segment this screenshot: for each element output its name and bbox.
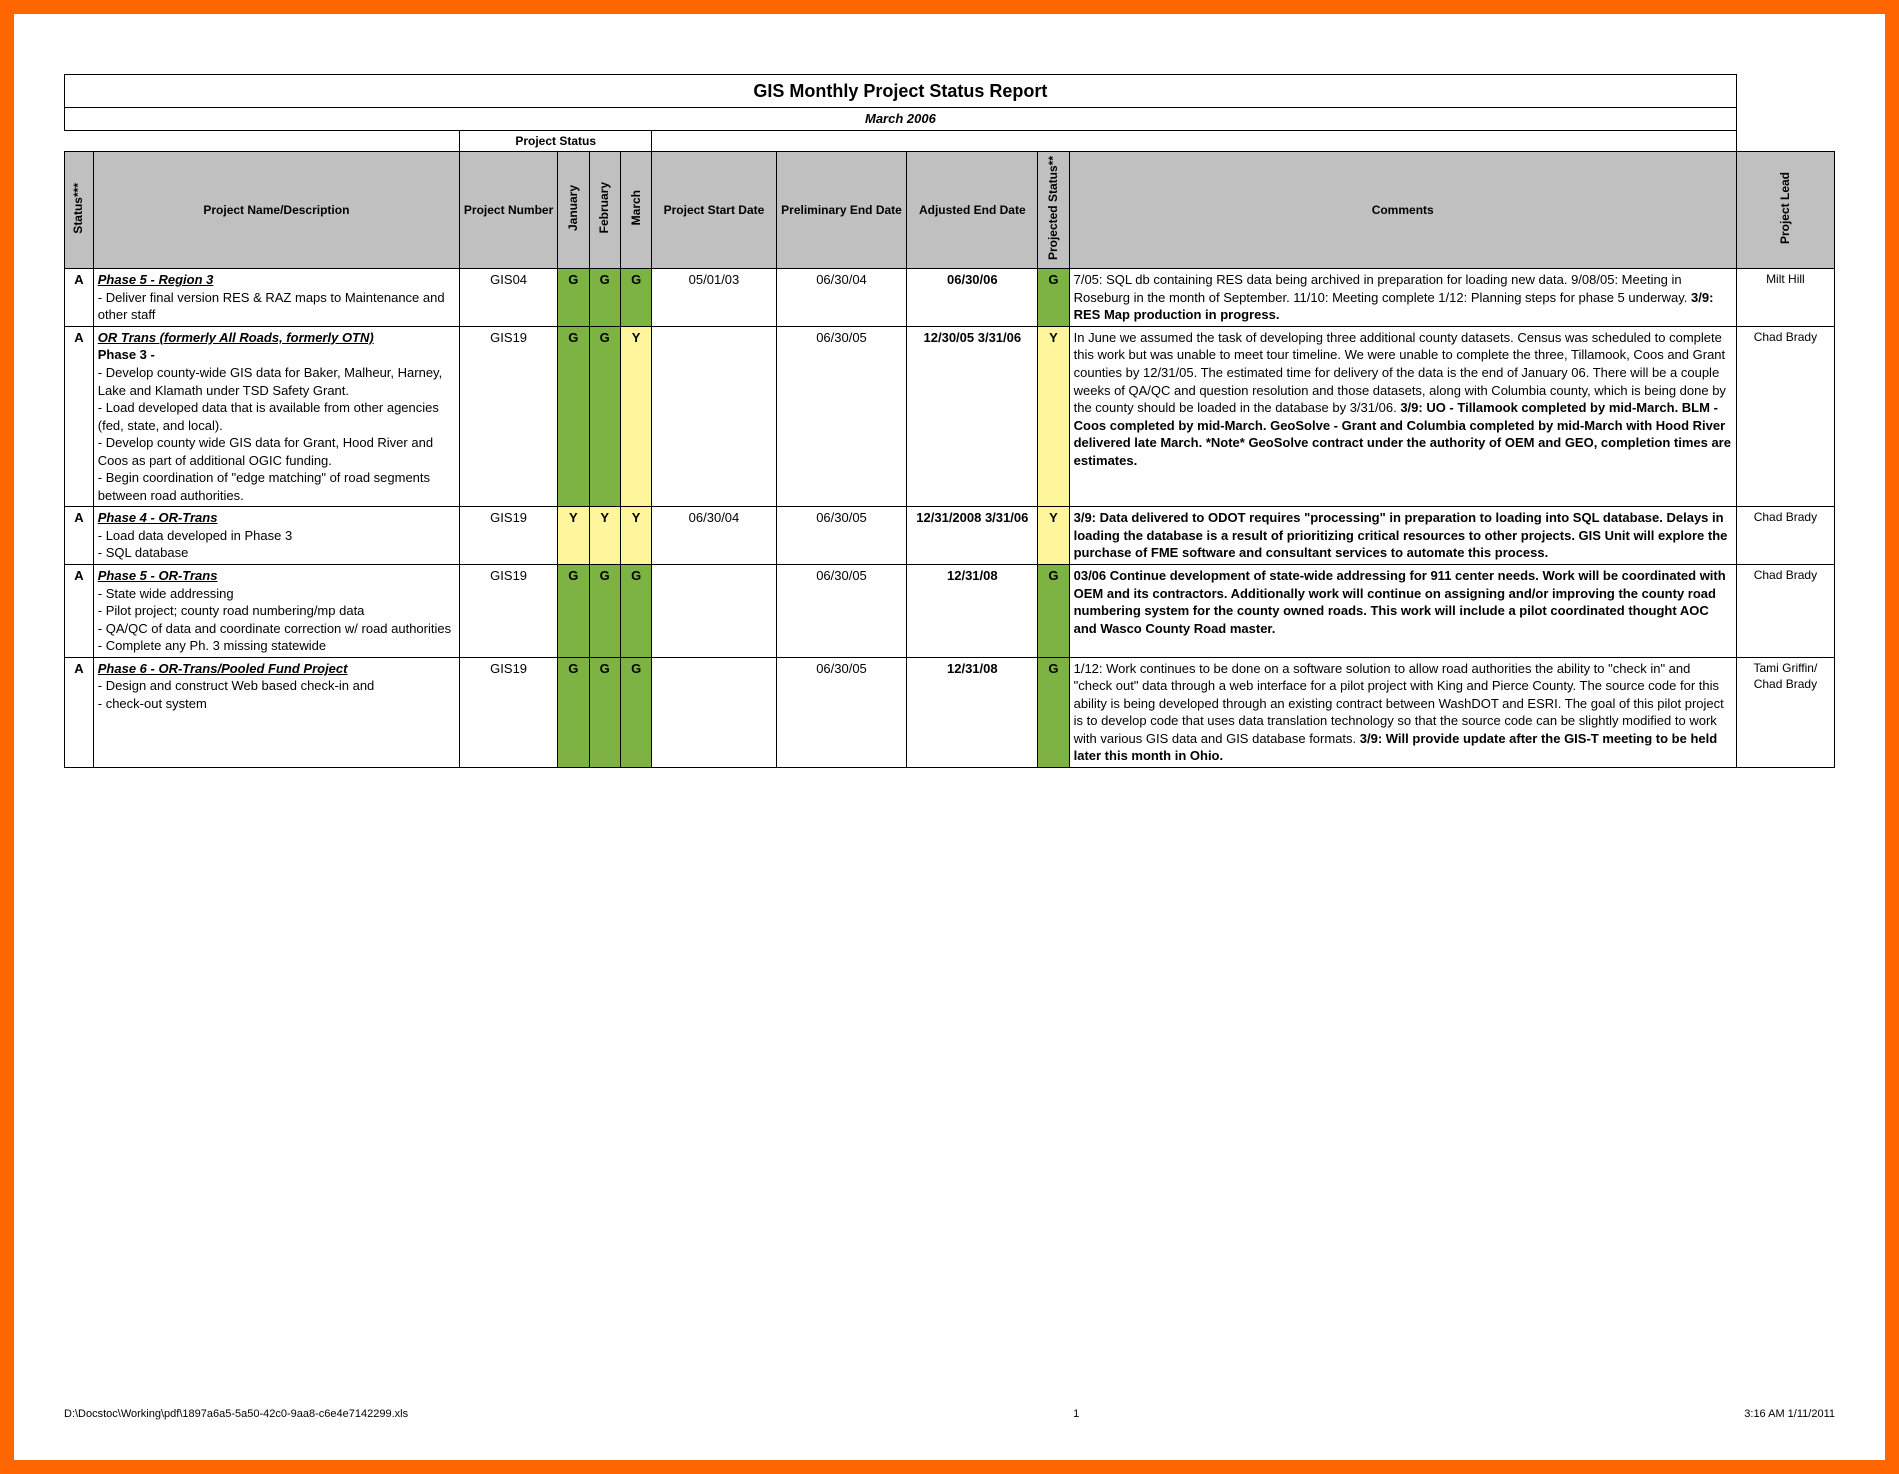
corner-empty [1736,75,1834,152]
row-number: GIS19 [460,565,558,658]
table-row: APhase 5 - Region 3 - Deliver final vers… [65,269,1835,327]
row-date-prelim: 06/30/05 [776,565,907,658]
row-description: OR Trans (formerly All Roads, formerly O… [93,326,459,506]
row-month-status: G [558,565,589,658]
row-description: Phase 5 - Region 3 - Deliver final versi… [93,269,459,327]
row-date-prelim: 06/30/05 [776,507,907,565]
page-footer: D:\Docstoc\Working\pdf\1897a6a5-5a50-42c… [64,1408,1835,1420]
row-date-prelim: 06/30/05 [776,326,907,506]
status-report-table: GIS Monthly Project Status Report March … [64,74,1835,768]
header-adjusted-date: Adjusted End Date [907,152,1038,269]
header-number: Project Number [460,152,558,269]
footer-page: 1 [1073,1408,1079,1420]
row-description: Phase 4 - OR-Trans - Load data developed… [93,507,459,565]
header-lead: Project Lead [1736,152,1834,269]
header-march: March [620,152,651,269]
row-description: Phase 6 - OR-Trans/Pooled Fund Project -… [93,657,459,767]
row-month-status: Y [589,507,620,565]
header-status: Status*** [65,152,94,269]
header-name: Project Name/Description [93,152,459,269]
row-projected: G [1038,565,1069,658]
report-container: GIS Monthly Project Status Report March … [64,74,1835,768]
row-month-status: G [558,657,589,767]
row-date-adjusted: 12/31/2008 3/31/06 [907,507,1038,565]
header-january: January [558,152,589,269]
row-date-adjusted: 06/30/06 [907,269,1038,327]
report-title: GIS Monthly Project Status Report [65,75,1737,108]
row-month-status: G [589,565,620,658]
empty-right [652,130,1736,151]
table-row: APhase 4 - OR-Trans - Load data develope… [65,507,1835,565]
row-number: GIS04 [460,269,558,327]
row-comments: 1/12: Work continues to be done on a sof… [1069,657,1736,767]
row-month-status: G [558,269,589,327]
header-february: February [589,152,620,269]
row-month-status: G [620,565,651,658]
row-date-start [652,326,776,506]
row-month-status: G [620,657,651,767]
row-comments: 3/9: Data delivered to ODOT requires "pr… [1069,507,1736,565]
table-row: A Phase 5 - OR-Trans - State wide addres… [65,565,1835,658]
row-month-status: Y [558,507,589,565]
row-lead: Chad Brady [1736,326,1834,506]
row-comments: In June we assumed the task of developin… [1069,326,1736,506]
row-month-status: Y [620,507,651,565]
header-prelim-date: Preliminary End Date [776,152,907,269]
header-projected: Projected Status** [1038,152,1069,269]
row-lead: Milt Hill [1736,269,1834,327]
report-subtitle: March 2006 [65,108,1737,131]
row-date-start: 05/01/03 [652,269,776,327]
row-comments: 03/06 Continue development of state-wide… [1069,565,1736,658]
footer-time: 3:16 AM 1/11/2011 [1744,1408,1835,1420]
row-month-status: G [558,326,589,506]
project-status-header: Project Status [460,130,652,151]
row-lead: Chad Brady [1736,507,1834,565]
row-status: A [65,657,94,767]
header-start-date: Project Start Date [652,152,776,269]
header-comments: Comments [1069,152,1736,269]
row-date-adjusted: 12/31/08 [907,657,1038,767]
footer-path: D:\Docstoc\Working\pdf\1897a6a5-5a50-42c… [64,1408,408,1420]
empty-left [65,130,460,151]
row-projected: G [1038,657,1069,767]
row-date-adjusted: 12/30/05 3/31/06 [907,326,1038,506]
row-lead: Tami Griffin/ Chad Brady [1736,657,1834,767]
row-projected: Y [1038,507,1069,565]
row-date-start [652,565,776,658]
row-date-start: 06/30/04 [652,507,776,565]
table-row: APhase 6 - OR-Trans/Pooled Fund Project … [65,657,1835,767]
row-projected: Y [1038,326,1069,506]
row-comments: 7/05: SQL db containing RES data being a… [1069,269,1736,327]
row-status: A [65,326,94,506]
row-description: Phase 5 - OR-Trans - State wide addressi… [93,565,459,658]
row-month-status: Y [620,326,651,506]
row-date-start [652,657,776,767]
row-month-status: G [589,326,620,506]
row-status: A [65,507,94,565]
row-status: A [65,269,94,327]
row-month-status: G [589,657,620,767]
row-lead: Chad Brady [1736,565,1834,658]
row-month-status: G [589,269,620,327]
table-row: AOR Trans (formerly All Roads, formerly … [65,326,1835,506]
row-date-prelim: 06/30/04 [776,269,907,327]
row-projected: G [1038,269,1069,327]
row-date-prelim: 06/30/05 [776,657,907,767]
row-number: GIS19 [460,326,558,506]
row-status: A [65,565,94,658]
row-date-adjusted: 12/31/08 [907,565,1038,658]
document-frame: GIS Monthly Project Status Report March … [0,0,1899,1474]
row-number: GIS19 [460,507,558,565]
row-month-status: G [620,269,651,327]
row-number: GIS19 [460,657,558,767]
